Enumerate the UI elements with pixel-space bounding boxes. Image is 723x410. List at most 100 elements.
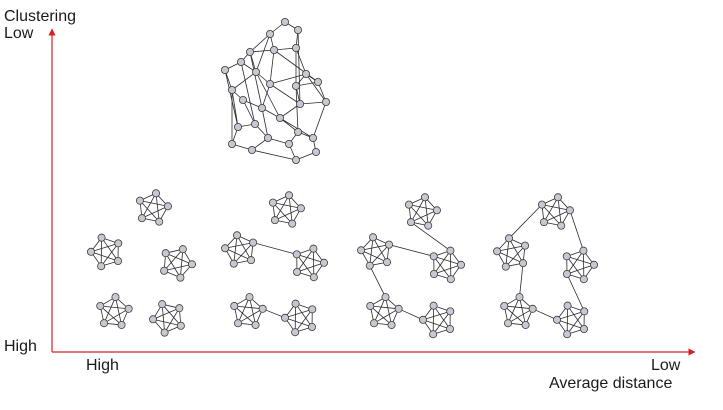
network-node <box>252 321 259 328</box>
network-node <box>271 217 278 224</box>
network-node <box>421 194 428 201</box>
network-node <box>382 293 389 300</box>
network-edge <box>91 243 118 251</box>
network-node <box>234 123 241 130</box>
network-edge <box>270 74 306 84</box>
network-node <box>312 148 319 155</box>
network-edge <box>567 256 594 264</box>
network-node <box>281 18 288 25</box>
network-edge <box>423 311 450 319</box>
network-node <box>152 190 159 197</box>
network-node <box>590 261 597 268</box>
network-edge <box>252 150 296 160</box>
network-edge <box>313 102 326 138</box>
network-node <box>447 276 454 283</box>
network-node <box>493 248 500 255</box>
network-node <box>383 259 390 266</box>
network-node <box>308 323 315 330</box>
network-edge <box>509 205 542 239</box>
network-node <box>292 82 299 89</box>
disconnected-clusters <box>87 190 195 337</box>
network-node <box>563 253 570 260</box>
network-node <box>505 235 512 242</box>
network-node <box>314 78 321 85</box>
network-node <box>564 302 571 309</box>
network-node <box>115 240 122 247</box>
network-node <box>430 253 437 260</box>
network-node <box>87 248 94 255</box>
network-edge <box>234 306 262 309</box>
network-edge <box>237 235 251 260</box>
network-node <box>558 222 565 229</box>
network-node <box>270 46 277 53</box>
network-node <box>407 219 414 226</box>
network-edge <box>557 311 584 319</box>
network-group <box>87 18 597 337</box>
network-node <box>234 320 241 327</box>
network-edge <box>166 253 192 264</box>
network-edge <box>238 309 263 323</box>
random-network <box>221 18 329 163</box>
network-edge <box>504 306 532 309</box>
network-node <box>289 220 296 227</box>
network-node <box>501 302 508 309</box>
network-edge <box>166 253 181 277</box>
network-node <box>98 234 105 241</box>
network-edge <box>298 30 300 104</box>
network-edge <box>100 306 128 309</box>
network-node <box>357 247 364 254</box>
network-edge <box>519 263 523 297</box>
network-node <box>162 250 169 257</box>
network-edge <box>370 237 373 265</box>
x-axis-title: Average distance <box>549 375 672 393</box>
network-node <box>233 232 240 239</box>
network-node <box>292 329 299 336</box>
network-node <box>502 263 509 270</box>
y-axis-high-label: High <box>4 338 37 356</box>
network-node <box>309 306 316 313</box>
network-node <box>149 316 156 323</box>
network-edge <box>374 297 385 323</box>
network-node <box>302 70 309 77</box>
network-node <box>138 215 145 222</box>
network-edge <box>285 309 312 317</box>
network-edge <box>164 264 192 270</box>
network-edge <box>370 266 386 297</box>
network-edge <box>306 74 326 102</box>
network-node <box>516 293 523 300</box>
network-node <box>580 325 587 332</box>
network-node <box>112 293 119 300</box>
network-edge <box>156 193 159 221</box>
network-node <box>322 98 329 105</box>
network-node <box>370 320 377 327</box>
y-axis-title: Clustering <box>4 8 76 26</box>
network-node <box>161 329 168 336</box>
network-edge <box>104 309 129 323</box>
network-edge <box>153 319 181 325</box>
network-edge <box>508 309 533 323</box>
network-node <box>580 276 587 283</box>
network-node <box>309 134 316 141</box>
network-edge <box>262 108 268 138</box>
network-node <box>369 234 376 241</box>
network-node <box>228 140 235 147</box>
network-node <box>296 100 303 107</box>
network-node <box>292 44 299 51</box>
network-node <box>519 260 526 267</box>
network-edge <box>411 197 425 222</box>
network-node <box>246 293 253 300</box>
network-node <box>281 314 288 321</box>
network-node <box>292 300 299 307</box>
network-node <box>114 257 121 264</box>
network-edge <box>567 265 594 274</box>
network-node <box>285 192 292 199</box>
network-edge <box>256 34 270 72</box>
network-node <box>564 331 571 338</box>
y-axis-low-label: Low <box>4 25 33 43</box>
network-edge <box>289 195 292 223</box>
network-node <box>258 104 265 111</box>
network-edge <box>425 197 428 225</box>
network-node <box>504 320 511 327</box>
network-node <box>367 302 374 309</box>
